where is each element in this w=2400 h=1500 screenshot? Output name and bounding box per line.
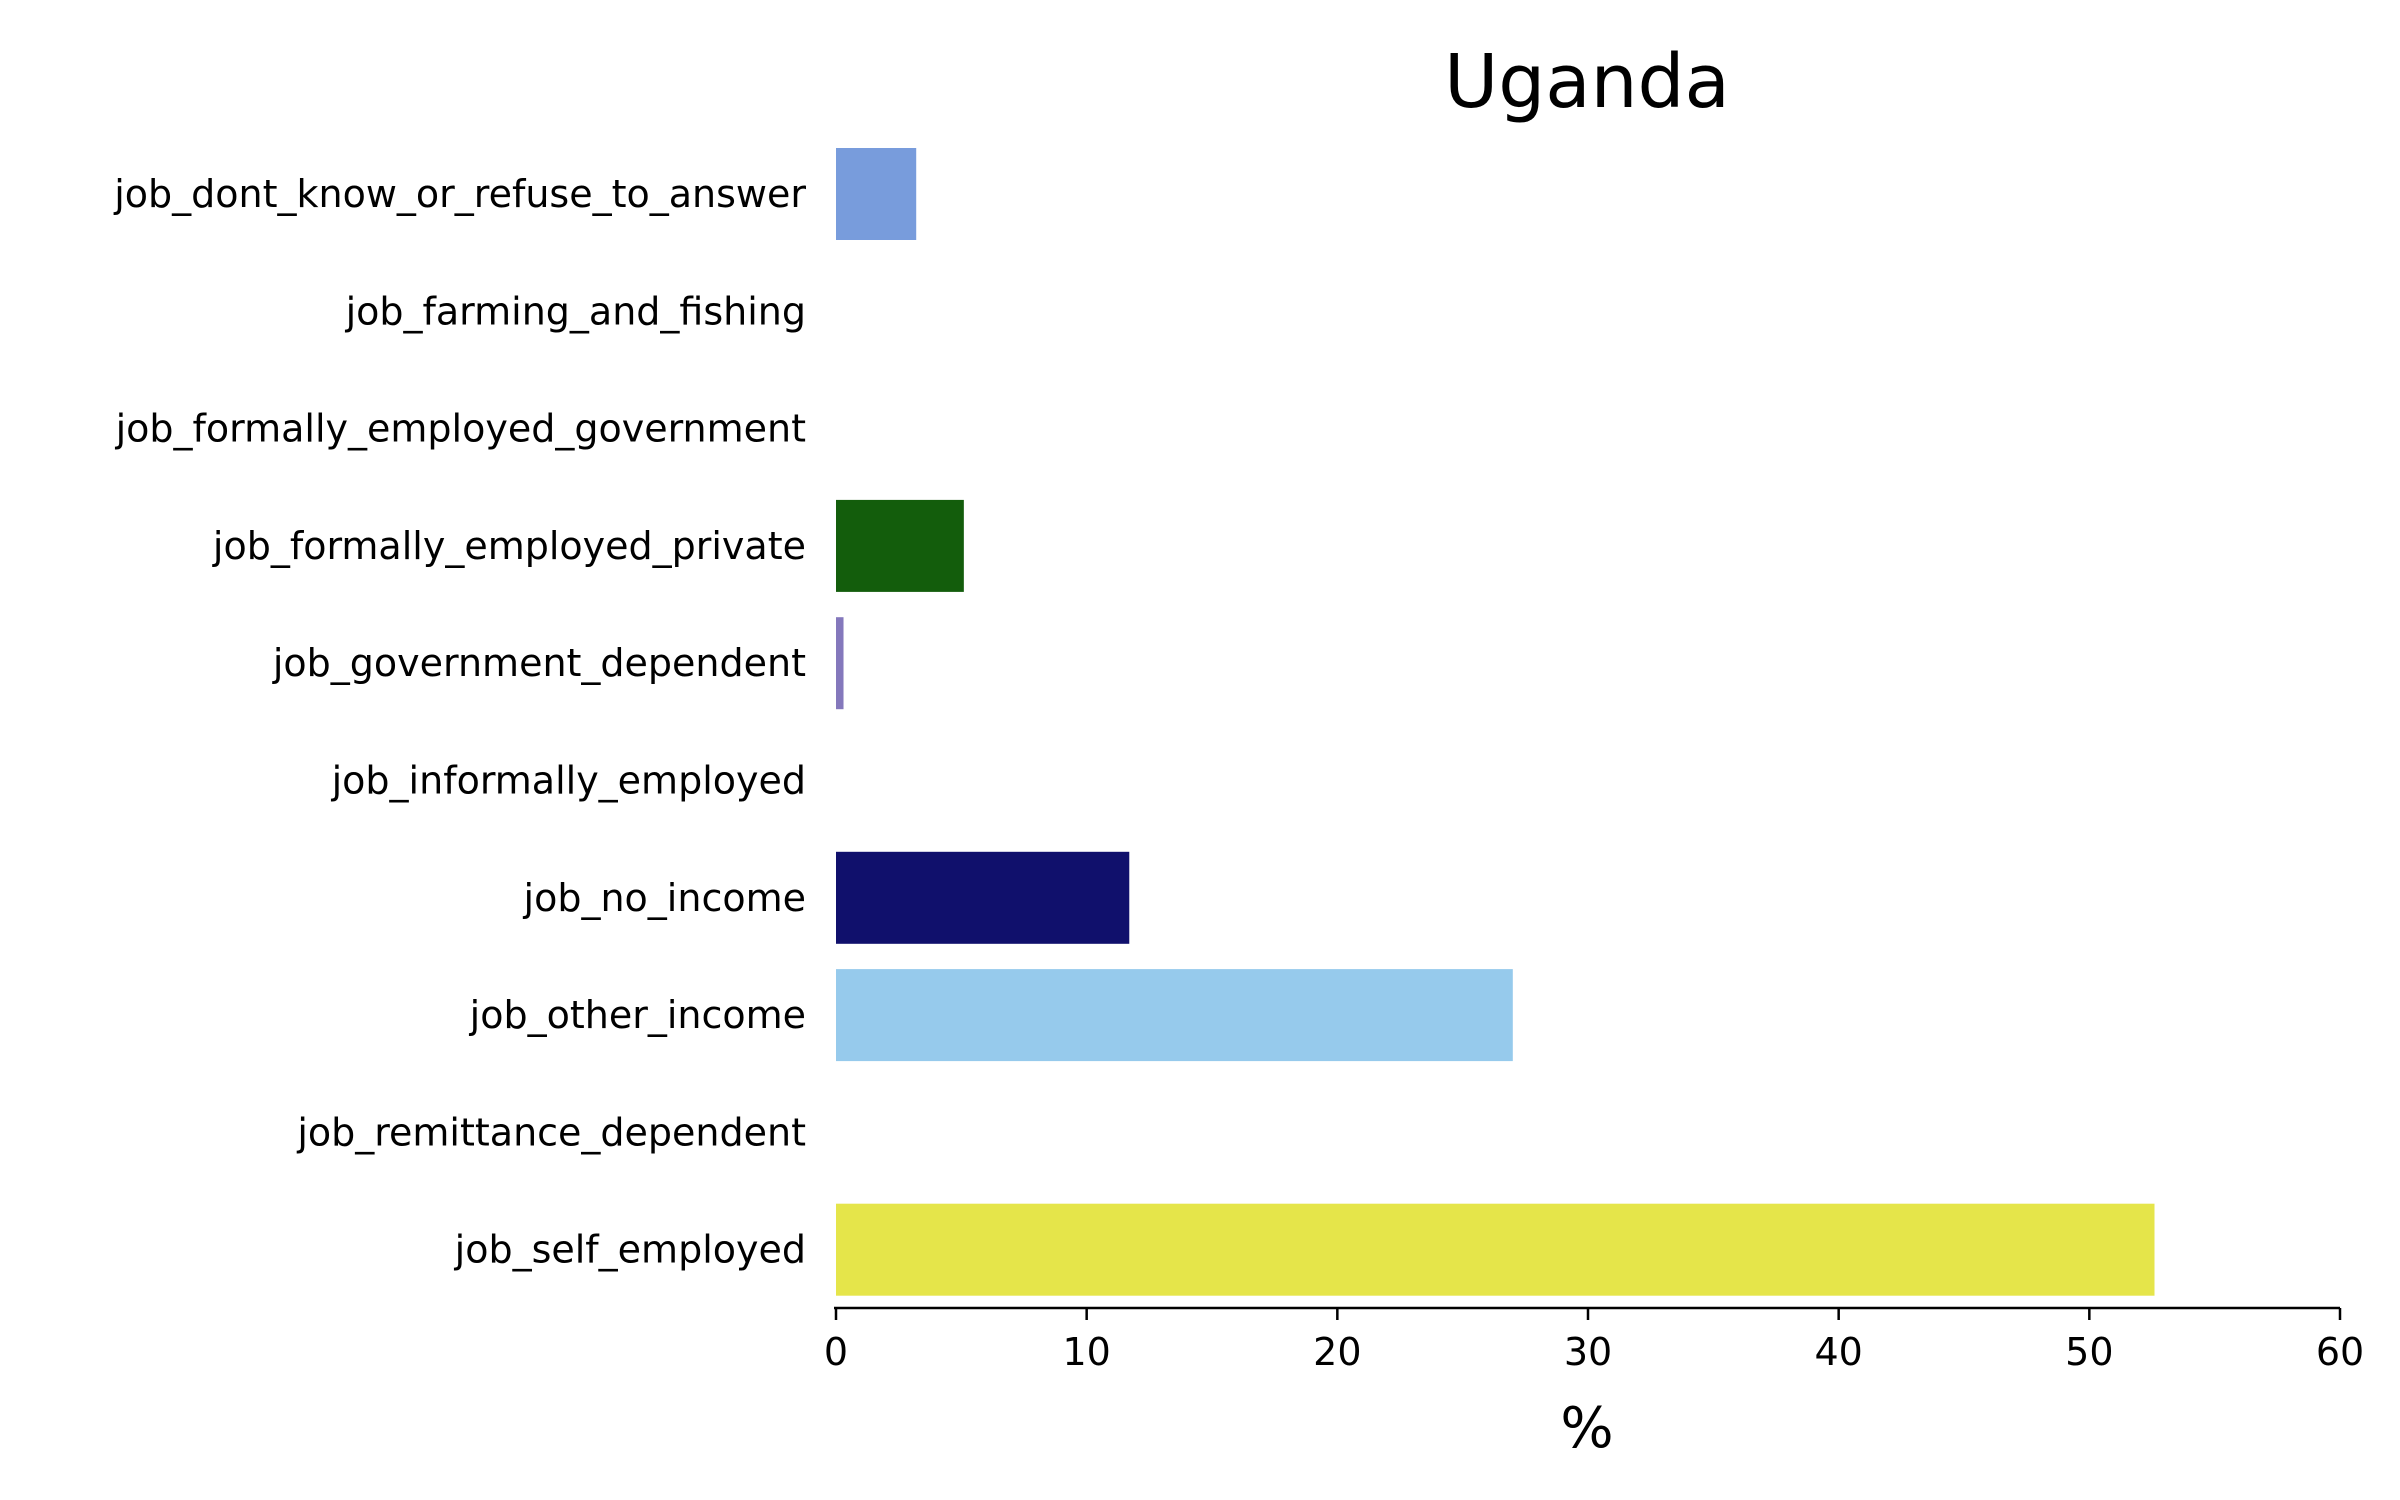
bars <box>836 148 2155 1296</box>
x-tick-label: 60 <box>2316 1330 2364 1374</box>
x-tick-label: 30 <box>1564 1330 1612 1374</box>
x-tick-label: 0 <box>824 1330 848 1374</box>
category-labels: job_dont_know_or_refuse_to_answer job_far… <box>113 172 806 1272</box>
bar-job_other_income <box>836 969 1513 1062</box>
chart-title: Uganda <box>1444 39 1730 125</box>
bar-job_no_income <box>836 851 1130 944</box>
x-axis-ticks: 0 10 20 30 40 50 60 <box>824 1308 2364 1374</box>
x-axis-label: % <box>1560 1396 1613 1461</box>
category-label: job_government_dependent <box>272 641 806 685</box>
category-label: job_dont_know_or_refuse_to_answer <box>113 172 806 216</box>
category-label: job_farming_and_fishing <box>345 289 806 333</box>
category-label: job_no_income <box>523 876 806 920</box>
x-tick-label: 20 <box>1313 1330 1361 1374</box>
category-label: job_formally_employed_private <box>212 524 806 568</box>
category-label: job_self_employed <box>454 1228 806 1272</box>
x-tick-label: 10 <box>1062 1330 1110 1374</box>
bar-job_formally_employed_private <box>836 499 964 592</box>
category-label: job_informally_employed <box>331 759 806 803</box>
bar-job_dont_know_or_refuse_to_answer <box>836 148 917 240</box>
category-label: job_formally_employed_government <box>115 407 806 451</box>
bar-job_government_dependent <box>836 617 844 710</box>
category-label: job_remittance_dependent <box>296 1110 806 1154</box>
x-tick-label: 40 <box>1814 1330 1862 1374</box>
category-label: job_other_income <box>469 993 806 1037</box>
bar-job_self_employed <box>836 1203 2155 1296</box>
x-tick-label: 50 <box>2065 1330 2113 1374</box>
